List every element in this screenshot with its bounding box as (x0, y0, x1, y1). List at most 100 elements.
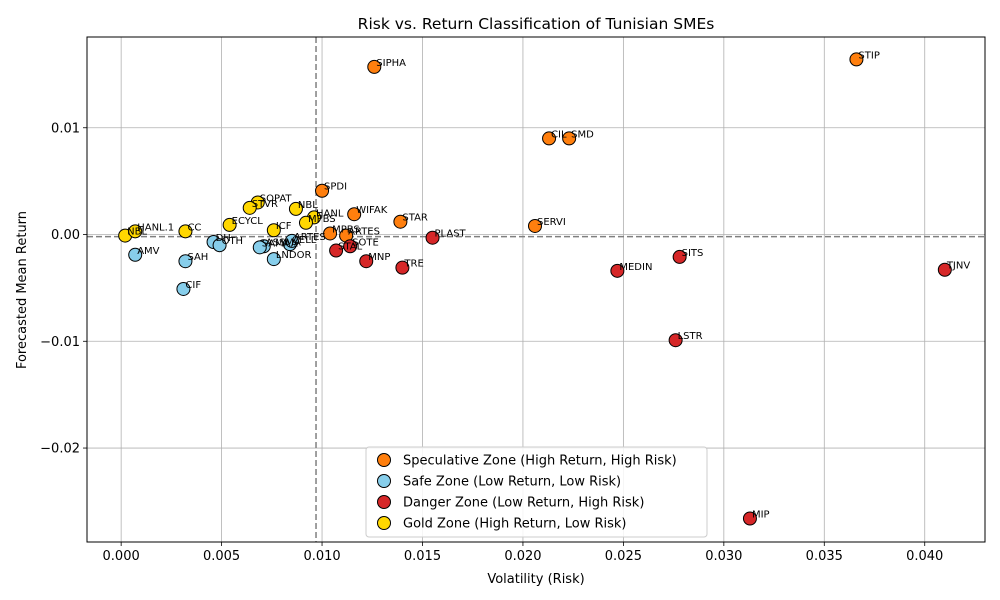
data-point-safe (266, 252, 281, 267)
data-point-speculative (315, 183, 330, 198)
point-label: STAR (402, 213, 428, 224)
y-tick-label: −0.02 (40, 442, 80, 457)
point-label: SERVI (537, 217, 566, 228)
x-tick-label: 0.030 (705, 549, 742, 564)
point-label: NBL (298, 200, 318, 211)
data-point-safe (212, 238, 227, 253)
legend-label-gold: Gold Zone (High Return, Low Risk) (403, 517, 627, 532)
point-label: ECYCL (232, 216, 264, 227)
point-label: CELL (292, 235, 317, 246)
point-label: MNP (368, 252, 390, 263)
point-label: HANL.1 (137, 222, 174, 233)
point-label: AMV (137, 246, 159, 257)
point-label: SOTE (352, 237, 379, 248)
data-point-safe (128, 247, 143, 262)
point-label: ICF (276, 221, 292, 232)
y-tick-label: 0.01 (51, 121, 80, 136)
data-point-safe (176, 281, 191, 296)
legend-box (365, 446, 708, 538)
point-label: DH (216, 233, 231, 244)
data-point-speculative (527, 218, 542, 233)
data-point-safe (178, 254, 193, 269)
legend-label-speculative: Speculative Zone (High Return, High Risk… (403, 454, 677, 469)
x-tick-label: 0.015 (404, 549, 441, 564)
x-axis-ticks: 0.000 0.005 0.010 0.015 0.020 0.025 0.030 0.035… (103, 542, 943, 564)
point-label: SAH (187, 252, 208, 263)
x-tick-label: 0.020 (504, 549, 541, 564)
point-label: ASSMA (266, 237, 301, 248)
point-label: ARTES (294, 232, 326, 243)
point-label: SAMAA (262, 238, 298, 249)
point-label: LSTR (678, 331, 703, 342)
data-point-gold (128, 224, 143, 239)
data-point-speculative (347, 207, 362, 222)
data-point-safe (284, 233, 299, 248)
data-point-gold (266, 223, 281, 238)
data-point-gold (222, 217, 237, 232)
data-point-danger (742, 511, 757, 526)
data-point-danger (395, 260, 410, 275)
point-label: MEDIN (619, 262, 652, 273)
x-tick-label: 0.040 (906, 549, 943, 564)
y-tick-label: 0.00 (51, 228, 80, 243)
data-point-danger (329, 243, 344, 258)
point-label: CIF (185, 280, 201, 291)
point-label: SMD (571, 129, 594, 140)
data-point-speculative (542, 131, 557, 146)
point-label: NBL (127, 227, 147, 238)
data-point-gold (242, 200, 257, 215)
point-label: OTH (222, 236, 244, 247)
point-label: STVR (252, 199, 278, 210)
point-label: CIL (551, 129, 567, 140)
x-tick-label: 0.010 (303, 549, 340, 564)
legend-marker-safe (377, 474, 391, 488)
data-point-danger (359, 254, 374, 269)
point-label: SITS (682, 248, 704, 259)
data-point-speculative (849, 52, 864, 67)
data-point-speculative (367, 59, 382, 74)
point-label: TRE (403, 259, 423, 270)
data-point-gold (298, 215, 313, 230)
x-tick-label: 0.035 (806, 549, 843, 564)
data-points (118, 52, 952, 526)
data-point-danger (343, 239, 358, 254)
point-label: SIPHA (376, 58, 406, 69)
legend-marker-gold (377, 516, 391, 530)
data-point-gold (178, 224, 193, 239)
point-label: TJNV (946, 261, 971, 272)
data-point-danger (672, 249, 687, 264)
y-axis-label: Forecasted Mean Return (15, 211, 30, 369)
data-point-speculative (393, 214, 408, 229)
legend-marker-speculative (377, 453, 391, 467)
point-label: MIP (752, 510, 770, 521)
data-point-speculative (323, 226, 338, 241)
legend: Speculative Zone (High Return, High Risk… (365, 446, 708, 538)
point-label: ARTES (348, 227, 380, 238)
threshold-lines (87, 37, 985, 542)
point-label: MPBS (308, 214, 336, 225)
x-axis-label: Volatility (Risk) (487, 572, 584, 587)
chart-title: Risk vs. Return Classification of Tunisi… (358, 15, 715, 33)
data-point-danger (425, 230, 440, 245)
point-label: HANL (316, 208, 344, 219)
point-label: STAL (338, 242, 363, 253)
legend-label-danger: Danger Zone (Low Return, High Risk) (403, 496, 644, 511)
y-axis-ticks: −0.02 −0.01 0.00 0.01 (40, 121, 87, 457)
point-label: MPBS (332, 224, 360, 235)
plot-frame (86, 36, 986, 543)
data-point-gold (288, 201, 303, 216)
data-point-danger (610, 263, 625, 278)
point-label: LNDOR (276, 250, 312, 261)
point-label: SPDI (324, 182, 347, 193)
data-point-safe (252, 240, 267, 255)
data-point-danger (937, 262, 952, 277)
x-tick-label: 0.000 (103, 549, 140, 564)
point-label: STIP (858, 50, 879, 61)
x-tick-label: 0.005 (203, 549, 240, 564)
point-label: CC (187, 222, 201, 233)
point-label: WIFAK (356, 205, 388, 216)
y-tick-label: −0.01 (40, 335, 80, 350)
point-label: SOPAT (260, 193, 293, 204)
x-tick-label: 0.025 (605, 549, 642, 564)
